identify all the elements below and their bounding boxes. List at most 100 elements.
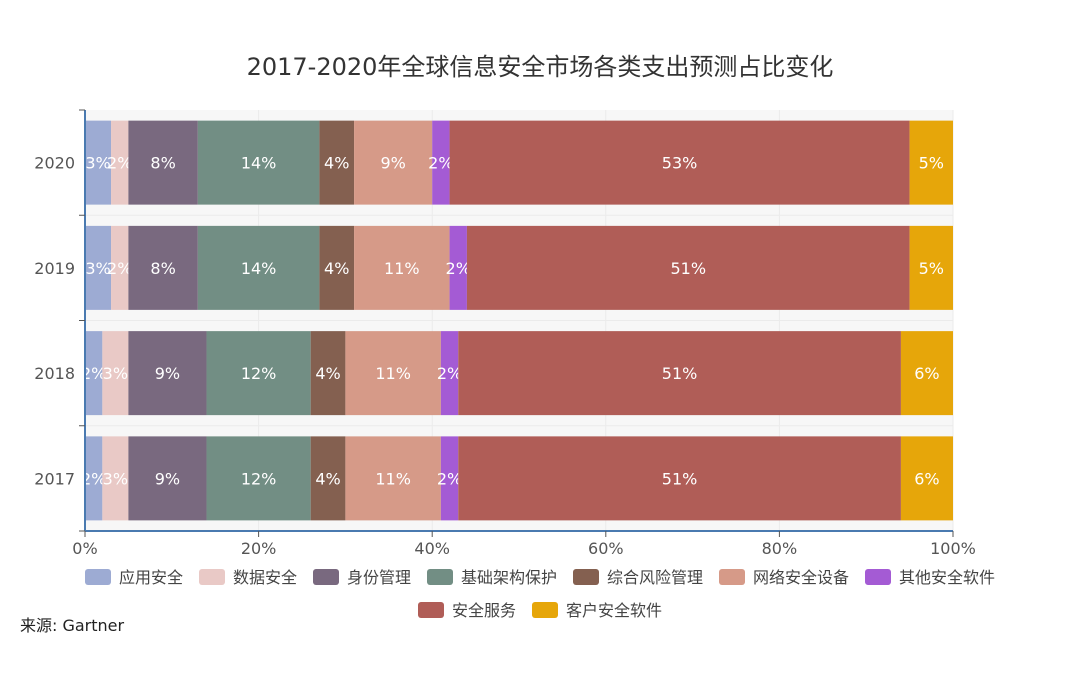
bar-segment[interactable] (458, 436, 901, 521)
data-label: 2% (81, 469, 106, 488)
data-label: 9% (155, 364, 180, 383)
data-label: 2% (81, 364, 106, 383)
y-tick-label: 2018 (34, 364, 75, 383)
data-label: 3% (85, 259, 110, 278)
data-label: 51% (662, 469, 698, 488)
bar-segment[interactable] (440, 331, 459, 416)
legend-swatch[interactable] (199, 569, 225, 585)
bar-segment[interactable] (319, 225, 355, 310)
bar-segment[interactable] (909, 225, 953, 310)
source-note: 来源: Gartner (20, 616, 125, 635)
data-label: 3% (85, 154, 110, 173)
data-label: 4% (324, 259, 349, 278)
legend-swatch[interactable] (427, 569, 453, 585)
bar-segment[interactable] (197, 225, 320, 310)
bar-segment[interactable] (432, 120, 450, 205)
x-tick-label: 20% (241, 539, 277, 558)
data-label: 5% (919, 259, 944, 278)
legend-label[interactable]: 客户安全软件 (566, 601, 662, 620)
legend-label[interactable]: 基础架构保护 (461, 568, 557, 587)
legend-swatch[interactable] (719, 569, 745, 585)
data-label: 11% (375, 469, 411, 488)
bar-segment[interactable] (345, 436, 441, 521)
bar-segment[interactable] (85, 436, 103, 521)
data-label: 14% (241, 154, 277, 173)
legend-label[interactable]: 其他安全软件 (899, 568, 995, 587)
legend-label[interactable]: 网络安全设备 (753, 568, 849, 587)
data-label: 9% (380, 154, 405, 173)
bar-segment[interactable] (900, 331, 953, 416)
bar-segment[interactable] (310, 331, 346, 416)
bar-segment[interactable] (128, 120, 198, 205)
data-label: 9% (155, 469, 180, 488)
bar-segment[interactable] (466, 225, 910, 310)
bar-segment[interactable] (319, 120, 355, 205)
chart-title: 2017-2020年全球信息安全市场各类支出预测占比变化 (247, 53, 834, 81)
y-tick-label: 2019 (34, 259, 75, 278)
bar-segment[interactable] (310, 436, 346, 521)
x-tick-label: 0% (72, 539, 97, 558)
data-label: 2% (107, 154, 132, 173)
legend-swatch[interactable] (85, 569, 111, 585)
data-label: 2% (437, 469, 462, 488)
bar-segment[interactable] (85, 225, 112, 310)
legend-label[interactable]: 数据安全 (233, 568, 297, 587)
legend-swatch[interactable] (865, 569, 891, 585)
legend-label[interactable]: 安全服务 (452, 601, 516, 620)
data-label: 8% (150, 259, 175, 278)
data-label: 51% (670, 259, 706, 278)
bar-segment[interactable] (111, 225, 129, 310)
data-label: 3% (103, 469, 128, 488)
legend-swatch[interactable] (418, 602, 444, 618)
legend-swatch[interactable] (573, 569, 599, 585)
bars-group: 3%2% 8% 14% 4% 9% 2% 53% 5%3%2% 8% 14% 4% 11% 2% 51% 5… (81, 120, 953, 521)
axes-group: 2020 2019 2018 2017 0% 20% 40% 60% 80% 100% (34, 109, 976, 558)
legend-swatch[interactable] (313, 569, 339, 585)
bar-segment[interactable] (449, 120, 910, 205)
bar-segment[interactable] (909, 120, 953, 205)
bar-segment[interactable] (206, 331, 311, 416)
bar-segment[interactable] (128, 331, 207, 416)
bar-segment[interactable] (354, 120, 433, 205)
bar-segment[interactable] (440, 436, 459, 521)
data-label: 2% (107, 259, 132, 278)
data-label: 6% (914, 469, 939, 488)
bar-segment[interactable] (197, 120, 320, 205)
legend-label[interactable]: 身份管理 (347, 568, 411, 587)
data-label: 2% (437, 364, 462, 383)
data-label: 8% (150, 154, 175, 173)
x-tick-label: 80% (762, 539, 798, 558)
legend-swatch[interactable] (532, 602, 558, 618)
bar-segment[interactable] (111, 120, 129, 205)
bar-segment[interactable] (206, 436, 311, 521)
y-tick-label: 2020 (34, 154, 75, 173)
legend: 应用安全 数据安全 身份管理 基础架构保护 综合风险管理 网络安全设备 其他安全软件安全服务… (85, 568, 995, 620)
y-tick-label: 2017 (34, 469, 75, 488)
x-tick-label: 60% (588, 539, 624, 558)
x-tick-label: 40% (414, 539, 450, 558)
bar-segment[interactable] (354, 225, 450, 310)
bar-segment[interactable] (449, 225, 467, 310)
data-label: 3% (103, 364, 128, 383)
bar-segment[interactable] (128, 436, 207, 521)
data-label: 51% (662, 364, 698, 383)
bar-segment[interactable] (900, 436, 953, 521)
bar-segment[interactable] (102, 436, 129, 521)
data-label: 2% (428, 154, 453, 173)
bar-segment[interactable] (128, 225, 198, 310)
bar-segment[interactable] (458, 331, 901, 416)
legend-label[interactable]: 应用安全 (119, 568, 183, 587)
bar-segment[interactable] (345, 331, 441, 416)
bar-segment[interactable] (102, 331, 129, 416)
data-label: 6% (914, 364, 939, 383)
data-label: 12% (241, 469, 277, 488)
data-label: 53% (662, 154, 698, 173)
legend-label[interactable]: 综合风险管理 (607, 568, 703, 587)
bar-segment[interactable] (85, 331, 103, 416)
bar-segment[interactable] (85, 120, 112, 205)
data-label: 2% (446, 259, 471, 278)
data-label: 11% (375, 364, 411, 383)
data-label: 11% (384, 259, 420, 278)
